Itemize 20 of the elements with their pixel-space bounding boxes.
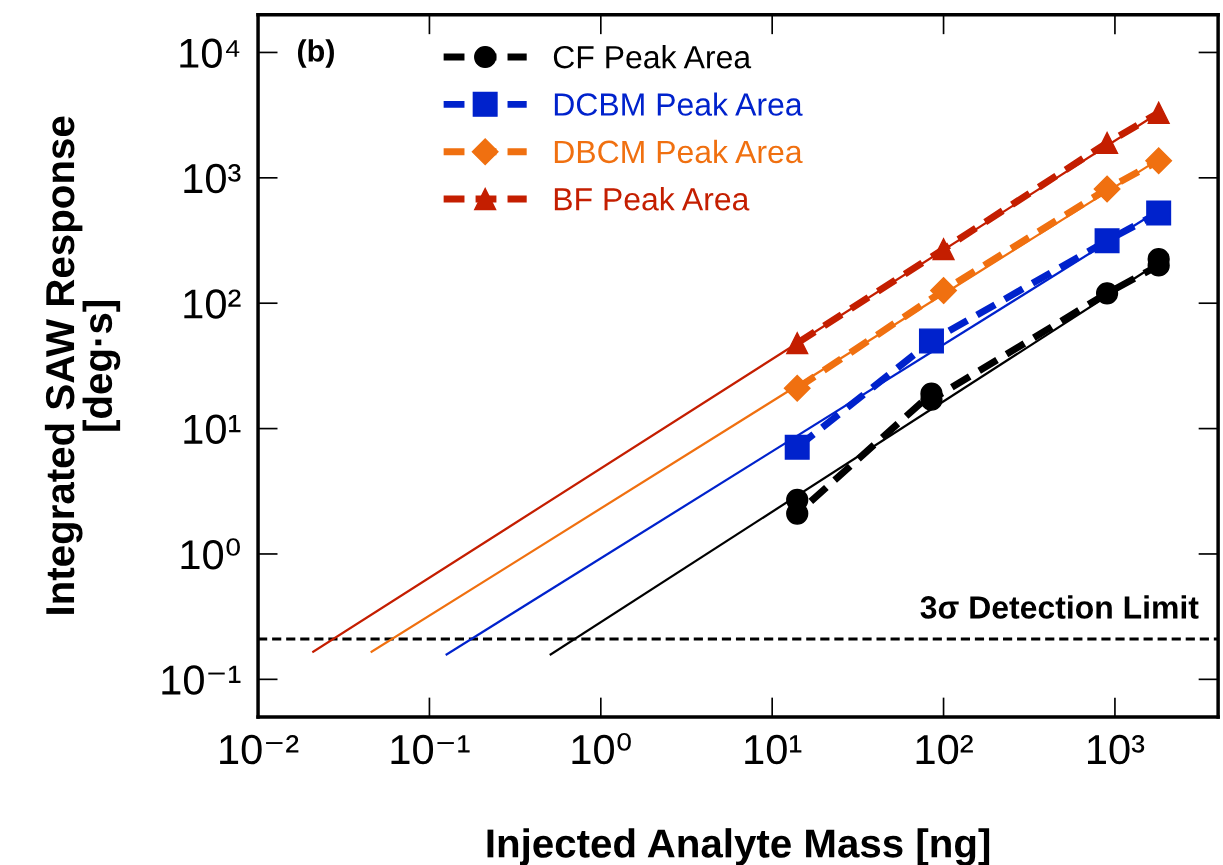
annotation: (b)	[297, 39, 334, 68]
y-axis-title: Integrated SAW Response [deg·s]	[44, 116, 121, 614]
x-tick-label: 10⁰	[572, 733, 631, 765]
x-tick-label: 10¹	[745, 734, 802, 765]
ref-line-label: 3σ Detection Limit	[920, 595, 1199, 619]
y-tick-label: 10¹	[184, 414, 241, 445]
legend-label: DCBM Peak Area	[554, 92, 803, 116]
y-tick-label: 10²	[184, 289, 241, 319]
x-tick-label: 10³	[1088, 734, 1145, 765]
x-tick-label: 10⁻²	[220, 734, 299, 765]
x-tick-label: 10⁻¹	[391, 734, 470, 765]
y-tick-label: 10⁰	[181, 538, 240, 570]
legend-label: DBCM Peak Area	[554, 139, 803, 164]
x-tick-label: 10²	[916, 734, 973, 765]
legend-label: CF Peak Area	[553, 45, 752, 69]
y-tick-label: 10⁴	[180, 38, 240, 68]
x-axis-title: Injected Analyte Mass [ng]	[487, 828, 990, 865]
y-tick-label: 10⁻¹	[162, 665, 241, 695]
legend-label: BF Peak Area	[554, 187, 750, 211]
y-tick-label: 10³	[184, 163, 241, 194]
